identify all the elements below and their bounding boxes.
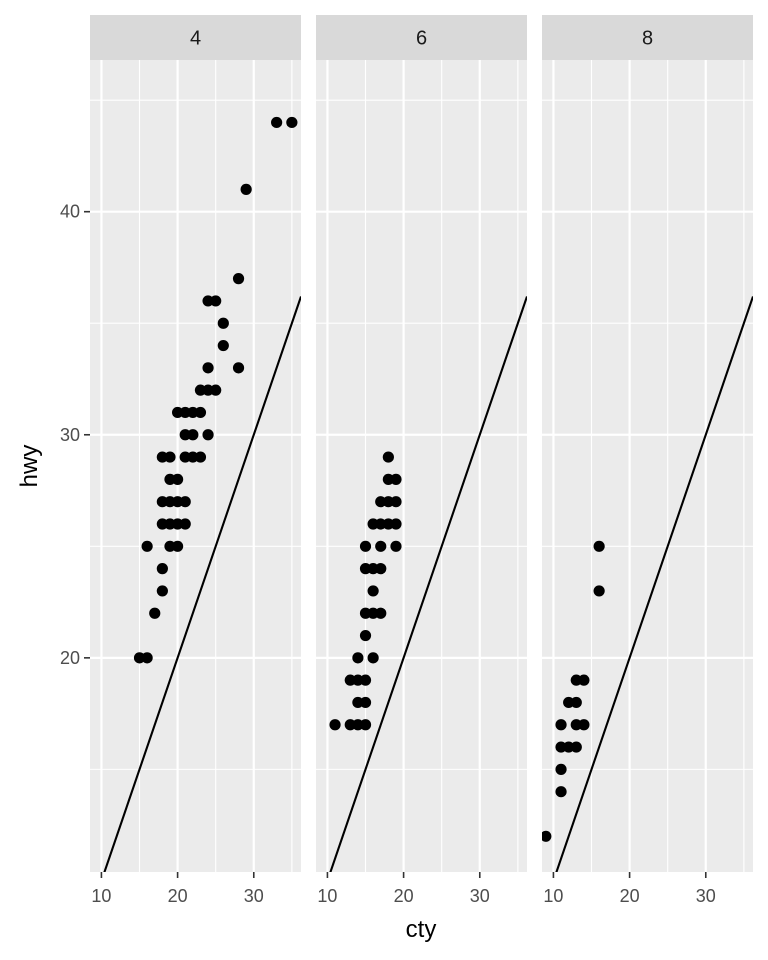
- panel-background: [90, 60, 301, 872]
- data-point: [202, 429, 214, 441]
- reference-line: [103, 296, 301, 872]
- x-tick-label: 10: [543, 886, 563, 906]
- data-point: [375, 607, 387, 619]
- data-point: [578, 719, 590, 731]
- data-point: [542, 830, 552, 842]
- data-point: [390, 473, 402, 485]
- facet-panel-6: 6 10 20 30: [316, 15, 527, 906]
- x-tick-label: 20: [620, 886, 640, 906]
- data-point: [359, 696, 372, 709]
- gridlines: [90, 60, 301, 872]
- data-points: [133, 116, 298, 664]
- data-point: [171, 473, 184, 485]
- data-point: [359, 719, 372, 731]
- data-point: [375, 540, 387, 552]
- x-tick-label: 10: [91, 886, 111, 906]
- data-point: [187, 429, 199, 441]
- data-point: [240, 183, 252, 195]
- data-point: [570, 696, 582, 709]
- data-point: [375, 563, 387, 575]
- data-point: [194, 406, 207, 419]
- data-point: [179, 518, 191, 530]
- data-point: [359, 540, 372, 552]
- facet-strip-label: 8: [642, 28, 653, 50]
- facet-strip-label: 4: [190, 28, 201, 50]
- y-tick-label: 30: [60, 425, 80, 445]
- reference-line: [555, 296, 753, 872]
- data-point: [156, 585, 168, 597]
- y-axis-title: hwy: [16, 445, 43, 488]
- data-point: [570, 741, 582, 753]
- x-axis-title: cty: [406, 916, 437, 943]
- data-point: [202, 362, 214, 374]
- data-point: [232, 273, 245, 285]
- data-point: [171, 540, 184, 552]
- facet-panel-4: 4 10 20 30: [90, 15, 301, 906]
- reference-line: [329, 296, 527, 872]
- data-point: [352, 652, 364, 664]
- data-points: [542, 540, 605, 842]
- facet-strip-label: 6: [416, 28, 427, 50]
- facet-panels: 4 10 20 30 6 10 20 30 8 10 20 30: [90, 15, 753, 906]
- x-tick-label: 30: [470, 886, 490, 906]
- data-point: [367, 652, 379, 664]
- facet-strip: [542, 15, 753, 60]
- panel-background: [316, 60, 527, 872]
- x-tick-label: 30: [244, 886, 264, 906]
- data-point: [555, 719, 567, 731]
- data-point: [593, 540, 605, 552]
- data-point: [593, 585, 605, 597]
- gridlines: [542, 60, 753, 872]
- data-point: [164, 451, 176, 463]
- facet-strip: [90, 15, 301, 60]
- y-tick-label: 40: [60, 202, 80, 222]
- data-point: [217, 339, 229, 352]
- y-axis: 20 30 40: [60, 202, 90, 668]
- data-point: [179, 496, 191, 508]
- data-point: [210, 384, 222, 396]
- data-point: [555, 763, 567, 775]
- data-point: [271, 116, 283, 129]
- data-point: [210, 295, 222, 307]
- panel-background: [542, 60, 753, 872]
- data-point: [329, 719, 341, 731]
- data-point: [217, 317, 229, 329]
- data-point: [555, 786, 567, 798]
- data-point: [141, 540, 153, 552]
- data-point: [382, 451, 394, 463]
- data-point: [367, 585, 379, 597]
- data-point: [141, 652, 153, 664]
- data-point: [232, 362, 245, 374]
- data-point: [286, 116, 298, 129]
- facet-panel-8: 8 10 20 30: [542, 15, 753, 906]
- x-tick-label: 30: [696, 886, 716, 906]
- y-tick-label: 20: [60, 648, 80, 668]
- data-point: [156, 563, 168, 575]
- data-point: [390, 518, 402, 530]
- data-point: [390, 540, 402, 552]
- facet-strip: [316, 15, 527, 60]
- data-points: [329, 451, 402, 731]
- gridlines: [316, 60, 527, 872]
- data-point: [390, 496, 402, 508]
- x-tick-label: 20: [394, 886, 414, 906]
- data-point: [149, 607, 161, 619]
- data-point: [359, 629, 372, 642]
- data-point: [359, 674, 372, 686]
- x-tick-label: 20: [168, 886, 188, 906]
- data-point: [578, 674, 590, 686]
- x-tick-label: 10: [317, 886, 337, 906]
- data-point: [194, 451, 207, 463]
